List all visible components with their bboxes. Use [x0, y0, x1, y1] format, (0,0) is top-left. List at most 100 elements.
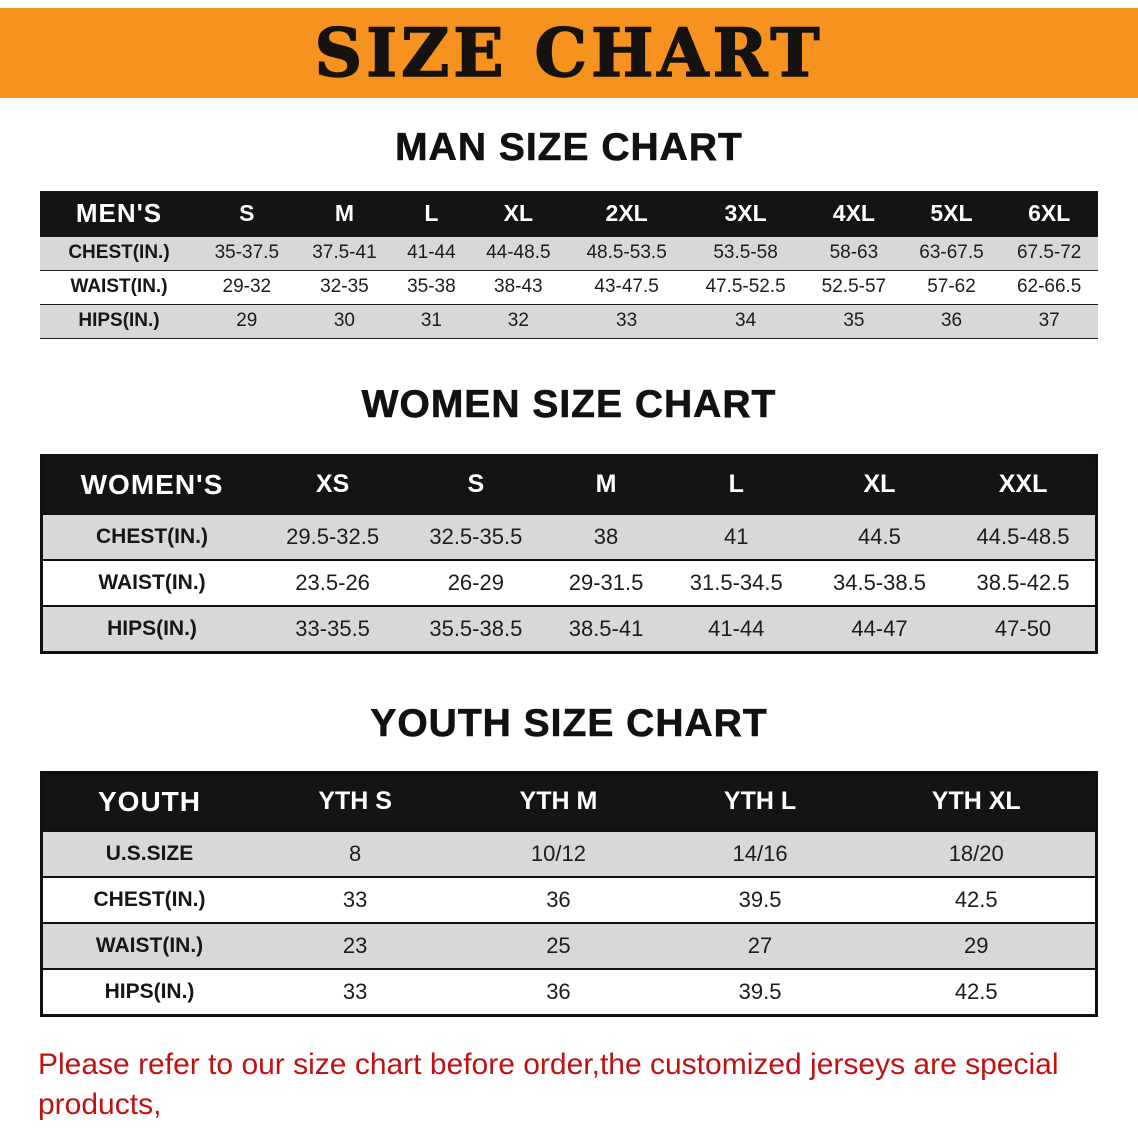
size-header-cell: 2XL [567, 191, 687, 237]
value-cell: 18/20 [948, 840, 1004, 866]
value-cell: 39.5 [738, 886, 782, 912]
value-cell: 57-62 [927, 276, 976, 298]
value-cell: 44-48.5 [486, 242, 551, 264]
value-cell: 44-47 [851, 615, 908, 641]
value-cell: 14/16 [732, 840, 788, 866]
disclaimer: Please refer to our size chart before or… [38, 1045, 1108, 1132]
youth-size-table: YOUTH YTH S YTH M YTH L YTH XL U.S.SIZE 8 10/12… [40, 770, 1098, 1017]
value-cell: 38.5-41 [568, 615, 644, 641]
value-cell: 67.5-72 [1016, 242, 1082, 264]
value-cell: 25 [546, 932, 571, 958]
size-header-cell: YTH XL [857, 772, 1097, 831]
value-cell: 34 [735, 310, 757, 332]
value-cell: 29-31.5 [568, 569, 644, 595]
size-header-cell: L [664, 455, 808, 514]
value-cell: 39.5 [738, 978, 782, 1004]
value-cell: 53.5-58 [713, 242, 778, 264]
youth-section-heading: YOUTH SIZE CHART [370, 701, 768, 745]
disclaimer-line-2: we don't accept cancel, change, teturn o… [38, 1129, 1061, 1132]
value-cell: 47.5-52.5 [705, 276, 786, 298]
page-title: SIZE CHART [314, 14, 824, 92]
value-cell: 33-35.5 [295, 615, 370, 641]
measurement-label-cell: WAIST(IN.) [95, 933, 204, 957]
value-cell: 29 [963, 932, 989, 958]
value-cell: 32.5-35.5 [429, 523, 523, 549]
measurement-label-cell: CHEST(IN.) [68, 242, 170, 264]
table-row: HIPS(IN.) 29 30 31 32 33 34 35 36 37 [40, 304, 1098, 339]
table-header-row: YOUTH YTH S YTH M YTH L YTH XL [41, 772, 1097, 831]
men-size-table: MEN'S S M L XL 2XL 3XL 4XL 5XL 6XL CHEST(IN.) 35-37… [40, 191, 1098, 339]
measurement-label-cell: CHEST(IN.) [93, 887, 206, 911]
value-cell: 44.5-48.5 [976, 523, 1070, 549]
value-cell: 37 [1038, 310, 1060, 332]
value-cell: 33 [342, 978, 368, 1004]
value-cell: 32-35 [320, 276, 369, 298]
section-men: MAN SIZE CHART MEN'S S M L XL 2XL 3XL 4XL 5XL 6XL… [0, 126, 1138, 339]
table-row: CHEST(IN.) 29.5-32.5 32.5-35.5 38 41 44.5 44.5… [41, 513, 1097, 560]
table-row: WAIST(IN.) 23.5-26 26-29 29-31.5 31.5-34.5 34… [41, 559, 1097, 606]
value-cell: 35 [843, 310, 865, 332]
value-cell: 27 [747, 932, 773, 958]
value-cell: 36 [546, 886, 571, 912]
value-cell: 36 [546, 978, 571, 1004]
table-title-cell: MEN'S [40, 191, 198, 237]
banner: SIZE CHART [0, 8, 1138, 98]
table-header-row: WOMEN'S XS S M L XL XXL [41, 455, 1097, 514]
size-header-cell: XL [469, 191, 568, 237]
table-row: WAIST(IN.) 29-32 32-35 35-38 38-43 43-47.5 47.… [40, 270, 1098, 305]
value-cell: 35.5-38.5 [429, 615, 523, 641]
value-cell: 23.5-26 [295, 569, 370, 595]
value-cell: 35-37.5 [214, 242, 280, 264]
size-header-cell: S [198, 191, 296, 237]
section-youth: YOUTH SIZE CHART YOUTH YTH S YTH M YTH L YTH… [0, 701, 1138, 1017]
women-size-table: WOMEN'S XS S M L XL XXL CHEST(IN.) 29.5-32.5 32.5… [40, 453, 1098, 654]
size-header-cell: M [547, 455, 665, 514]
table-title-cell: WOMEN'S [41, 455, 261, 514]
table-row: HIPS(IN.) 33 36 39.5 42.5 [41, 968, 1097, 1016]
value-cell: 10/12 [530, 840, 586, 866]
value-cell: 8 [349, 840, 362, 866]
value-cell: 36 [940, 310, 963, 332]
measurement-label-cell: HIPS(IN.) [104, 979, 195, 1003]
size-header-cell: L [393, 191, 470, 237]
value-cell: 52.5-57 [821, 276, 887, 298]
size-header-cell: M [295, 191, 394, 237]
value-cell: 29.5-32.5 [286, 523, 380, 549]
value-cell: 41 [724, 523, 749, 549]
value-cell: 58-63 [829, 242, 879, 264]
value-cell: 41-44 [708, 615, 765, 641]
value-cell: 31 [420, 310, 442, 332]
value-cell: 47-50 [994, 615, 1052, 641]
table-row: CHEST(IN.) 35-37.5 37.5-41 41-44 44-48.5 48.5… [40, 236, 1098, 271]
value-cell: 31.5-34.5 [689, 569, 783, 595]
table-row: HIPS(IN.) 33-35.5 35.5-38.5 38.5-41 41-44 44-… [41, 605, 1097, 653]
value-cell: 32 [507, 310, 529, 332]
size-header-cell: 6XL [1000, 191, 1098, 237]
measurement-label-cell: WAIST(IN.) [98, 570, 206, 594]
value-cell: 34.5-38.5 [832, 569, 926, 595]
size-header-cell: YTH L [662, 772, 858, 831]
value-cell: 26-29 [447, 569, 504, 595]
value-cell: 23 [342, 932, 368, 958]
value-cell: 29 [236, 310, 258, 332]
size-header-cell: XL [807, 455, 952, 514]
measurement-label-cell: U.S.SIZE [105, 841, 194, 865]
value-cell: 38.5-42.5 [976, 569, 1070, 595]
value-cell: 43-47.5 [594, 276, 659, 298]
value-cell: 33 [342, 886, 368, 912]
table-row: U.S.SIZE 8 10/12 14/16 18/20 [41, 830, 1097, 877]
table-row: WAIST(IN.) 23 25 27 29 [41, 922, 1097, 969]
measurement-label-cell: HIPS(IN.) [107, 616, 197, 640]
size-header-cell: 5XL [902, 191, 1001, 237]
size-header-cell: 4XL [805, 191, 903, 237]
value-cell: 62-66.5 [1016, 276, 1082, 298]
value-cell: 33 [616, 310, 638, 332]
value-cell: 35-38 [407, 276, 456, 298]
disclaimer-line-1: Please refer to our size chart before or… [38, 1047, 1059, 1122]
size-header-cell: XS [261, 455, 405, 514]
men-section-heading: MAN SIZE CHART [395, 126, 743, 170]
value-cell: 30 [333, 310, 355, 332]
value-cell: 44.5 [858, 523, 901, 549]
value-cell: 38-43 [494, 276, 543, 298]
